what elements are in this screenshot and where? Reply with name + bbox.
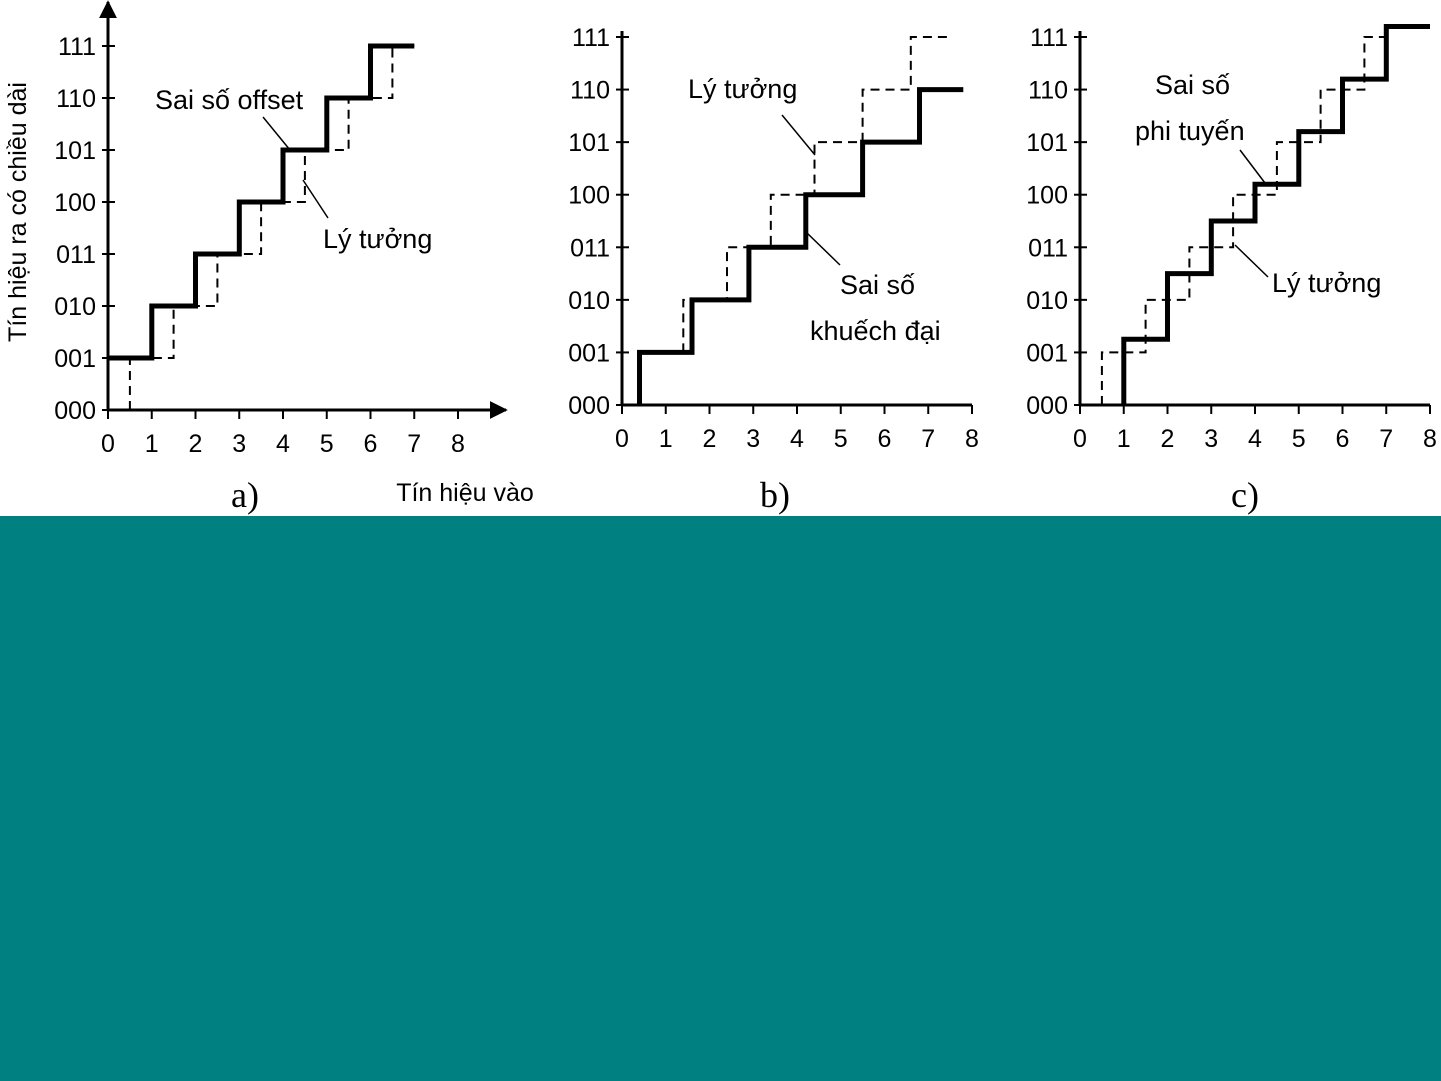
y-tick-label-b: 111 [572, 24, 610, 52]
annotation-nonlinear-1: Sai số [1155, 70, 1230, 100]
y-tick-label-b: 101 [568, 129, 610, 157]
y-tick-label-a: 100 [54, 189, 96, 217]
x-tick-label-c: 6 [1336, 425, 1350, 453]
teal-background-panel [0, 516, 1441, 1081]
annotation-leader-nonlinear [1239, 149, 1266, 184]
x-tick-label-a: 6 [364, 430, 378, 458]
y-tick-label-b: 010 [568, 287, 610, 315]
actual-step-curve-b [637, 87, 964, 405]
y-tick-label-c: 111 [1030, 24, 1068, 52]
panel-label-c: c) [1231, 475, 1259, 515]
actual-step-curve-c [1121, 24, 1430, 405]
annotation-nonlinear-2: phi tuyến [1135, 116, 1245, 146]
y-tick-label-c: 100 [1026, 182, 1068, 210]
y-tick-label-b: 001 [568, 339, 610, 367]
y-tick-label-b: 110 [570, 77, 610, 105]
annotation-offset-error: Sai số offset [155, 85, 304, 115]
y-tick-label-b: 011 [570, 234, 610, 262]
annotation-leader-ideal-b [781, 114, 816, 156]
x-tick-label-b: 6 [878, 425, 892, 453]
x-tick-label-a: 4 [276, 430, 290, 458]
x-tick-label-b: 8 [965, 425, 979, 453]
annotation-ideal-b: Lý tưởng [688, 74, 797, 104]
y-tick-label-a: 111 [58, 33, 96, 61]
y-tick-label-c: 010 [1026, 287, 1068, 315]
x-tick-label-a: 8 [451, 430, 465, 458]
y-tick-label-a: 011 [56, 241, 96, 269]
y-axis-label: Tín hiệu ra có chiều dài [4, 82, 32, 342]
y-tick-label-c: 101 [1026, 129, 1068, 157]
x-tick-label-b: 7 [921, 425, 935, 453]
ideal-step-curve-b [682, 36, 951, 353]
y-tick-label-a: 101 [54, 137, 96, 165]
annotation-leader-offset [262, 116, 291, 151]
x-tick-label-c: 4 [1248, 425, 1262, 453]
x-tick-label-a: 7 [407, 430, 421, 458]
ideal-step-curve-c [1100, 36, 1387, 405]
x-tick-label-b: 4 [790, 425, 804, 453]
y-tick-label-c: 000 [1026, 392, 1068, 420]
y-tick-label-c: 110 [1028, 77, 1068, 105]
x-tick-label-c: 5 [1292, 425, 1306, 453]
x-tick-label-a: 2 [189, 430, 203, 458]
y-tick-label-a: 010 [54, 293, 96, 321]
annotation-ideal-c: Lý tưởng [1272, 268, 1381, 298]
x-tick-label-c: 2 [1161, 425, 1175, 453]
annotation-leader-gain [805, 231, 841, 266]
panel-label-a: a) [231, 475, 259, 515]
x-tick-label-a: 0 [101, 430, 115, 458]
x-tick-label-a: 3 [232, 430, 246, 458]
y-tick-label-b: 000 [568, 392, 610, 420]
annotation-leader-ideal-c [1234, 244, 1269, 278]
y-tick-label-b: 100 [568, 182, 610, 210]
annotation-leader-ideal-a [302, 179, 329, 219]
y-tick-label-a: 000 [54, 397, 96, 425]
y-tick-label-c: 011 [1028, 234, 1068, 262]
x-tick-label-b: 3 [746, 425, 760, 453]
x-tick-label-b: 2 [703, 425, 717, 453]
annotation-gain-error-2: khuếch đại [810, 316, 941, 346]
x-tick-label-c: 3 [1204, 425, 1218, 453]
ideal-step-curve-a [128, 45, 415, 410]
x-tick-label-b: 5 [834, 425, 848, 453]
x-tick-label-a: 1 [145, 430, 159, 458]
figure-area: 000 001 010 011 100 101 110 111 0 1 2 3 4 5 6 7 8 Tín hi… [0, 0, 1441, 516]
x-tick-label-a: 5 [320, 430, 334, 458]
y-tick-label-a: 110 [56, 85, 96, 113]
y-tick-label-a: 001 [54, 345, 96, 373]
x-tick-label-c: 7 [1379, 425, 1393, 453]
annotation-gain-error-1: Sai số [840, 270, 915, 300]
panel-label-b: b) [760, 475, 790, 515]
x-tick-label-c: 8 [1423, 425, 1437, 453]
x-tick-label-c: 1 [1117, 425, 1131, 453]
y-tick-label-c: 001 [1026, 339, 1068, 367]
x-tick-label-b: 1 [659, 425, 673, 453]
x-tick-label-b: 0 [615, 425, 629, 453]
annotation-ideal-a: Lý tưởng [323, 224, 432, 254]
x-tick-label-c: 0 [1073, 425, 1087, 453]
x-axis-label: Tín hiệu vào [396, 479, 534, 507]
